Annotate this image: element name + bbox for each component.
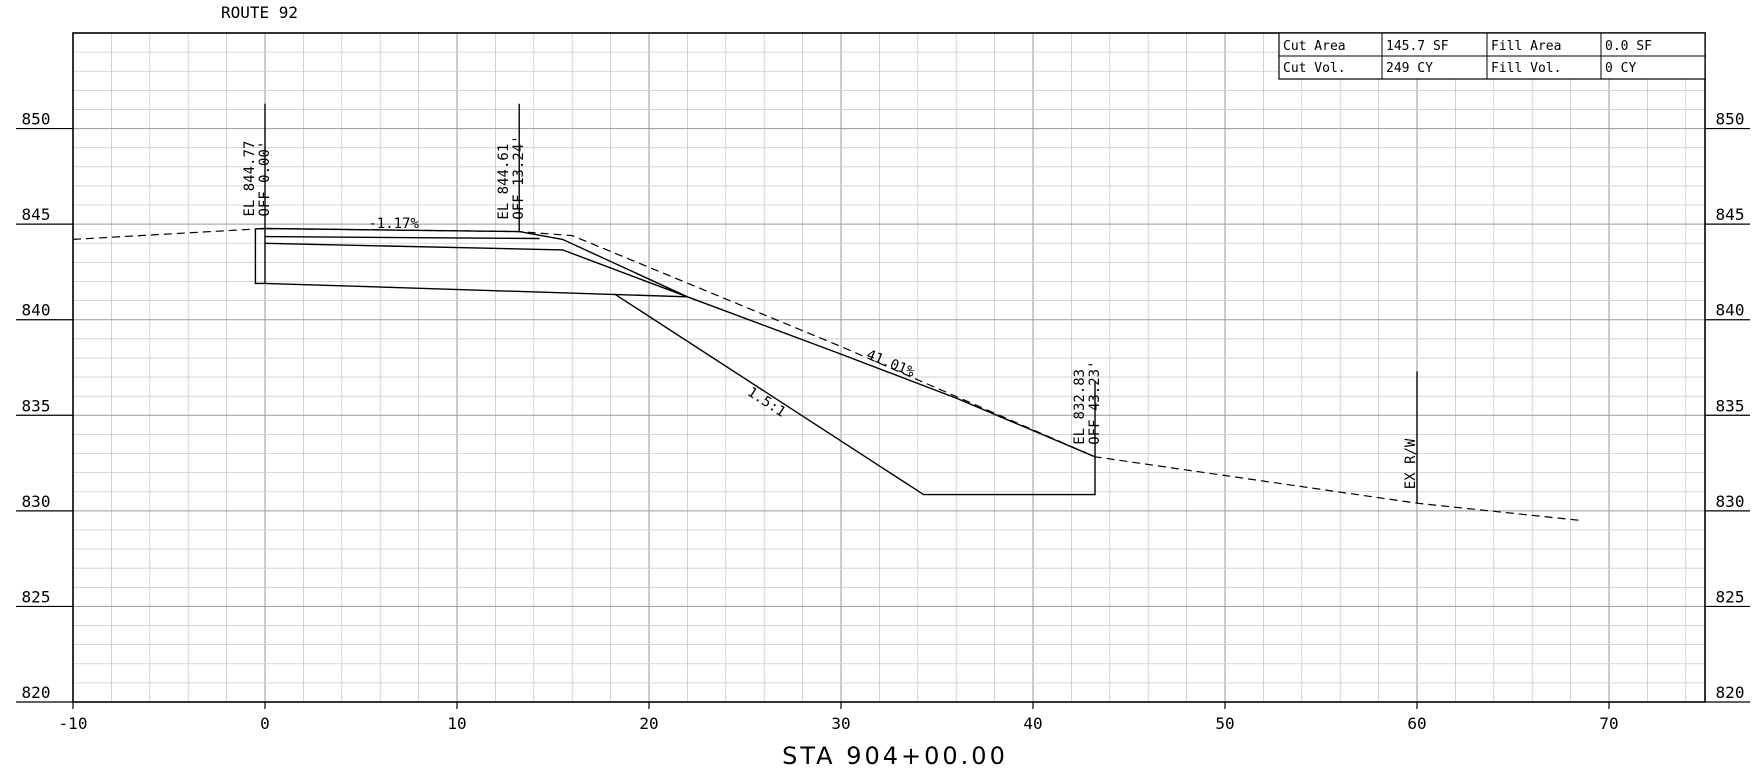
y-tick-label-left: 830 [22,492,51,511]
x-tick-label: 0 [260,714,270,733]
x-tick-label: 30 [831,714,850,733]
fill-vol-value: 0 CY [1605,61,1636,76]
x-tick-label: 20 [639,714,658,733]
cut-vol-value: 249 CY [1386,61,1433,76]
x-tick-label: 60 [1407,714,1426,733]
section-lines [72,227,1581,521]
y-tick-label-left: 820 [22,683,51,702]
x-tick-label: 40 [1023,714,1042,733]
existing-ground-line [72,227,1581,521]
marker-label: EL 832.83 [1072,369,1088,445]
x-tick-label: 70 [1599,714,1618,733]
y-tick-label-right: 845 [1716,205,1745,224]
axis-ticks: -10 0 10 20 30 40 50 60 70 820 820 825 825 830 830 835 8… [16,110,1750,733]
y-tick-label-left: 835 [22,396,51,415]
proposed-section-line-1 [255,227,1096,496]
y-tick-label-right: 840 [1716,301,1745,320]
slope-annotations: -1.17%41.01%1.5:1 [368,216,917,421]
cut-area-value: 145.7 SF [1386,39,1449,54]
proposed-section-line-2 [254,228,266,285]
cut-area-label: Cut Area [1283,39,1346,54]
proposed-section-line-3 [264,235,540,240]
slope-label: 41.01% [864,347,917,381]
station-markers: EL 844.77 OFF 0.00' EL 844.61 OFF 13.24' EL … [242,103,1419,504]
plot-frame [72,32,1706,703]
fill-area-value: 0.0 SF [1605,39,1652,54]
cut-vol-label: Cut Vol. [1283,61,1346,76]
slope-label: -1.17% [368,216,419,232]
y-tick-label-left: 850 [22,110,51,129]
fill-vol-label: Fill Vol. [1491,61,1561,76]
y-tick-label-right: 835 [1716,396,1745,415]
x-tick-label: 10 [447,714,466,733]
marker-label: OFF 0.00' [257,141,273,217]
y-tick-label-right: 825 [1716,587,1745,606]
x-tick-label: 50 [1215,714,1234,733]
marker-label: OFF 13.24' [511,135,527,219]
proposed-section-line-5 [264,282,688,298]
y-tick-label-left: 825 [22,587,51,606]
x-tick-label: -10 [59,714,88,733]
route-label: ROUTE 92 [221,3,298,22]
marker-label: EX R/W [1403,438,1419,489]
fill-area-label: Fill Area [1491,39,1561,54]
y-tick-label-left: 840 [22,301,51,320]
y-tick-label-right: 850 [1716,110,1745,129]
y-tick-label-right: 820 [1716,683,1745,702]
marker-label: OFF 43.23' [1087,360,1103,444]
station-title: STA 904+00.00 [782,742,1008,770]
y-tick-label-right: 830 [1716,492,1745,511]
proposed-section-line-4 [264,242,688,298]
marker-label: EL 844.61 [496,144,512,220]
y-tick-label-left: 845 [22,205,51,224]
quantities-table: Cut Area 145.7 SF Fill Area 0.0 SF Cut V… [1278,32,1706,80]
marker-label: EL 844.77 [242,141,258,217]
